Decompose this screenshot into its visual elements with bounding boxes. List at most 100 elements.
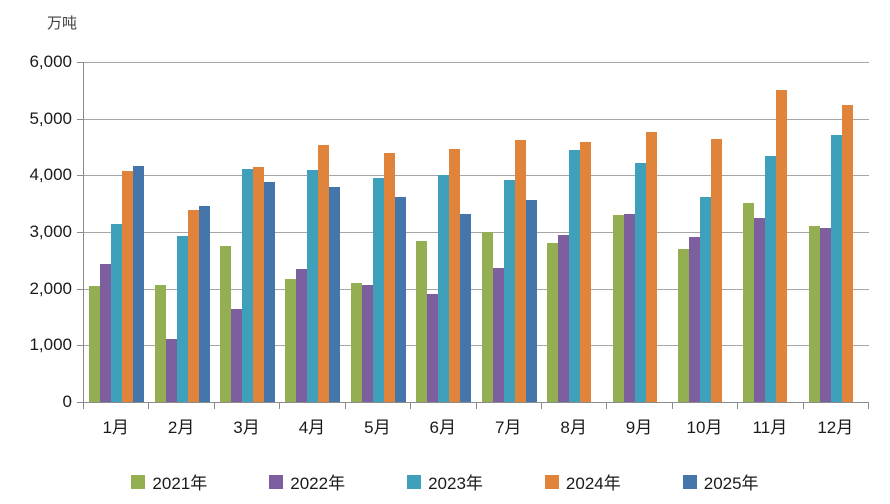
- x-axis-tick-mark: [802, 403, 804, 409]
- legend-label: 2024年: [565, 474, 621, 493]
- legend-swatch-2021年: [131, 474, 146, 489]
- gridline: [84, 118, 869, 120]
- bar-2021年-10月: [677, 249, 689, 402]
- x-axis-tick-mark: [737, 403, 739, 409]
- x-axis-label-10月: 10月: [686, 418, 723, 437]
- bar-2023年-5月: [372, 177, 384, 402]
- bar-2022年-10月: [688, 236, 700, 402]
- bar-group-1月: [84, 62, 149, 402]
- bar-2023年-6月: [438, 174, 450, 402]
- y-axis-tick-mark: [77, 288, 83, 290]
- y-axis-unit-label: 万吨: [47, 15, 78, 32]
- x-axis-tick-mark: [344, 403, 346, 409]
- x-axis-label-4月: 4月: [298, 418, 326, 437]
- bar-2021年-9月: [612, 215, 624, 402]
- y-axis-tick-label: 5,000: [29, 108, 72, 128]
- x-axis-label-12月: 12月: [817, 418, 854, 437]
- legend-label: 2025年: [703, 474, 759, 493]
- bar-2024年-5月: [383, 153, 395, 402]
- gridline: [84, 62, 869, 63]
- bar-2025年-7月: [525, 199, 537, 402]
- x-axis-tick-mark: [83, 403, 84, 409]
- bar-2023年-11月: [765, 155, 777, 402]
- bar-2023年-10月: [699, 197, 711, 402]
- x-axis-tick-mark: [671, 403, 673, 409]
- chart-legend: 2021年 2022年 2023年 2024年 2025年: [0, 469, 890, 494]
- y-axis-tick-mark: [77, 345, 83, 347]
- bar-2024年-1月: [122, 171, 134, 402]
- bar-group-9月: [607, 62, 672, 402]
- x-axis-label-6月: 6月: [429, 418, 457, 437]
- x-axis-label-11月: 11月: [752, 418, 788, 437]
- y-axis-tick-label: 0: [62, 392, 72, 411]
- bar-2024年-9月: [645, 132, 657, 402]
- bar-group-11月: [738, 62, 803, 402]
- bar-2024年-12月: [841, 104, 853, 402]
- bar-group-12月: [804, 62, 869, 402]
- legend-item-2021年: 2021年: [131, 469, 207, 494]
- bar-2023年-8月: [569, 150, 581, 402]
- bar-2023年-12月: [830, 134, 842, 402]
- x-axis-tick-mark: [540, 403, 542, 409]
- bar-group-5月: [346, 62, 411, 402]
- bar-2023年-4月: [307, 170, 319, 402]
- bar-2023年-3月: [242, 168, 254, 402]
- bar-2023年-1月: [111, 223, 123, 402]
- x-axis-label-8月: 8月: [560, 418, 587, 437]
- y-axis-tick-mark: [77, 402, 83, 403]
- bar-2022年-9月: [623, 213, 635, 402]
- y-axis-tick-mark: [77, 175, 83, 177]
- bar-2021年-6月: [416, 240, 428, 402]
- legend-swatch-2023年: [407, 474, 422, 489]
- y-axis-tick-label: 4,000: [29, 165, 72, 185]
- bar-2021年-5月: [350, 283, 362, 402]
- bar-2021年-7月: [481, 232, 493, 402]
- gridline: [84, 175, 869, 177]
- bar-2022年-7月: [492, 268, 504, 402]
- bar-2024年-6月: [449, 148, 461, 402]
- bar-2022年-6月: [427, 294, 439, 402]
- y-axis-tick-mark: [77, 118, 83, 120]
- legend-item-2024年: 2024年: [544, 469, 621, 494]
- plot-area: [83, 62, 869, 403]
- bar-group-10月: [673, 62, 738, 402]
- bar-2022年-1月: [100, 264, 112, 402]
- bar-2022年-11月: [754, 218, 766, 402]
- bar-2022年-5月: [361, 284, 373, 402]
- bar-group-2月: [149, 62, 214, 402]
- bar-2021年-8月: [547, 242, 559, 402]
- x-axis-tick-mark: [148, 403, 150, 409]
- bar-group-3月: [215, 62, 280, 402]
- legend-label: 2023年: [428, 474, 483, 493]
- bar-2024年-2月: [187, 209, 199, 402]
- legend-swatch-2024年: [544, 474, 559, 489]
- bar-2021年-12月: [808, 226, 820, 402]
- gridline: [84, 288, 869, 290]
- bar-2025年-6月: [460, 213, 472, 402]
- x-axis-label-5月: 5月: [364, 418, 391, 437]
- bar-2024年-11月: [776, 89, 788, 402]
- bar-2024年-3月: [253, 166, 265, 402]
- legend-item-2022年: 2022年: [269, 469, 345, 494]
- gridline: [84, 345, 869, 347]
- bar-2021年-3月: [220, 246, 232, 402]
- bar-2021年-4月: [285, 278, 297, 402]
- bar-2022年-3月: [231, 308, 243, 402]
- x-axis-tick-mark: [410, 403, 412, 409]
- legend-swatch-2022年: [269, 474, 284, 489]
- y-axis-tick-mark: [77, 232, 83, 233]
- legend-swatch-2025年: [682, 474, 697, 489]
- bar-2021年-2月: [154, 284, 166, 402]
- bar-group-8月: [542, 62, 607, 402]
- bar-2025年-2月: [198, 205, 210, 402]
- bar-group-4月: [280, 62, 345, 402]
- bar-2021年-11月: [743, 202, 755, 402]
- y-axis-tick-label: 3,000: [29, 222, 72, 241]
- bar-2024年-10月: [710, 139, 722, 402]
- x-axis-tick-mark: [475, 403, 477, 409]
- bar-2023年-9月: [634, 163, 646, 402]
- legend-item-2025年: 2025年: [682, 469, 759, 494]
- legend-item-2023年: 2023年: [407, 469, 483, 494]
- x-axis-label-3月: 3月: [233, 418, 260, 437]
